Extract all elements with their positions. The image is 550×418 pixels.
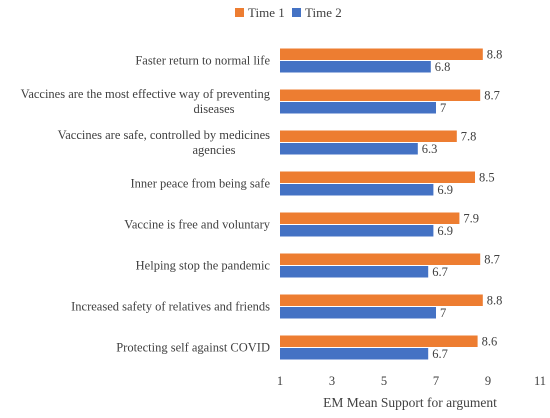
bar-time1-3 [280, 130, 457, 142]
category-label-4: Inner peace from being safe [130, 177, 270, 191]
category-labels: Faster return to normal life Vaccines are… [21, 54, 271, 355]
value-label-time2-5: 6.9 [437, 224, 453, 238]
bar-time2-8 [280, 348, 429, 360]
category-label-2: Vaccines are the most effective way of p… [21, 87, 271, 116]
value-label-time2-2: 7 [440, 101, 446, 115]
bar-time1-8 [280, 335, 478, 347]
legend-label-2: Time 2 [305, 5, 342, 20]
value-label-time1-1: 8.8 [487, 48, 503, 62]
category-label-6: Helping stop the pandemic [136, 259, 271, 273]
value-label-time2-7: 7 [440, 306, 446, 320]
value-label-time1-8: 8.6 [482, 335, 498, 349]
value-label-time2-4: 6.9 [437, 183, 453, 197]
value-label-time2-1: 6.8 [435, 60, 451, 74]
legend: Time 1 Time 2 [235, 5, 342, 20]
x-tick-label-5: 9 [485, 374, 491, 388]
x-axis: 1 3 5 7 9 11 [277, 374, 546, 388]
category-label-7: Increased safety of relatives and friend… [71, 300, 270, 314]
bar-time1-6 [280, 253, 481, 265]
value-label-time1-2: 8.7 [484, 89, 500, 103]
bar-time2-5 [280, 225, 434, 237]
legend-swatch-1 [235, 8, 244, 17]
x-tick-label-3: 5 [381, 374, 387, 388]
category-label-5: Vaccine is free and voluntary [124, 218, 271, 232]
value-label-time1-7: 8.8 [487, 294, 503, 308]
category-label-3: Vaccines are safe, controlled by medicin… [58, 128, 271, 157]
x-tick-label-6: 11 [534, 374, 546, 388]
bars-group: 8.8 6.8 8.7 7 7.8 6.3 8.5 6.9 7.9 6.9 8.7 6.7 8.8 7 8.… [280, 48, 503, 361]
value-label-time1-5: 7.9 [463, 212, 479, 226]
legend-label-1: Time 1 [248, 5, 285, 20]
bar-time2-7 [280, 307, 436, 319]
category-label-8: Protecting self against COVID [116, 341, 270, 355]
bar-time1-4 [280, 171, 475, 183]
value-label-time1-4: 8.5 [479, 171, 495, 185]
x-tick-label-2: 3 [329, 374, 335, 388]
bar-time1-7 [280, 294, 483, 306]
bar-time2-4 [280, 184, 434, 196]
value-label-time1-3: 7.8 [461, 130, 477, 144]
x-tick-label-4: 7 [433, 374, 439, 388]
bar-time2-3 [280, 143, 418, 155]
value-label-time2-8: 6.7 [432, 347, 448, 361]
value-label-time2-6: 6.7 [432, 265, 448, 279]
x-tick-label-1: 1 [277, 374, 283, 388]
bar-time2-1 [280, 61, 431, 73]
category-label-1: Faster return to normal life [135, 54, 270, 68]
bar-time1-1 [280, 48, 483, 60]
value-label-time2-3: 6.3 [422, 142, 438, 156]
x-axis-title: EM Mean Support for argument [323, 395, 497, 410]
value-label-time1-6: 8.7 [484, 253, 500, 267]
bar-time2-2 [280, 102, 436, 114]
legend-swatch-2 [292, 8, 301, 17]
bar-time2-6 [280, 266, 429, 278]
bar-time1-5 [280, 212, 460, 224]
bar-time1-2 [280, 89, 481, 101]
